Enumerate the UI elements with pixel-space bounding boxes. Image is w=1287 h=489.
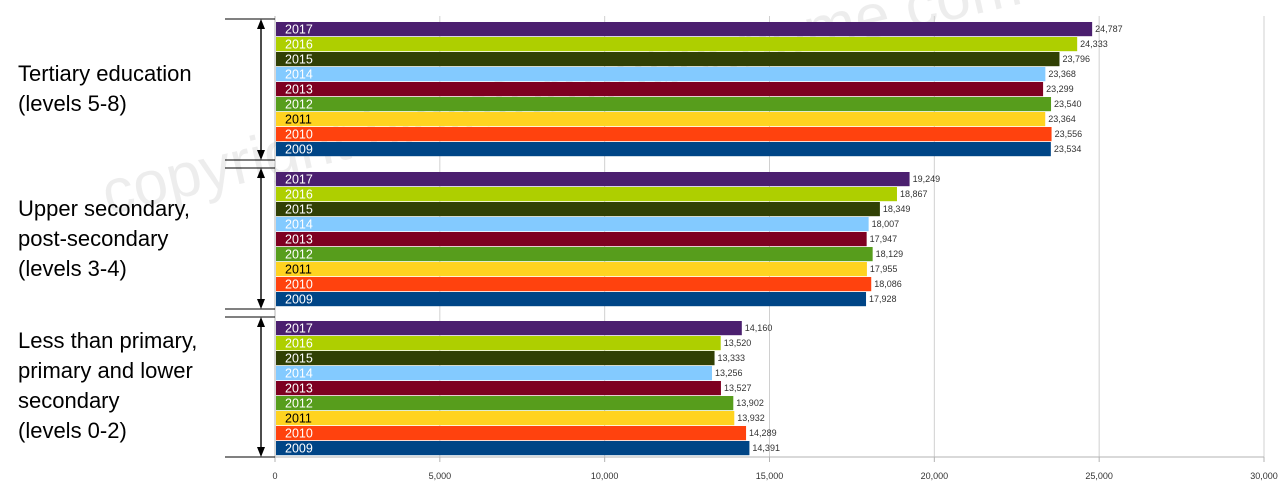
data-label: 23,540: [1054, 99, 1082, 109]
bar-year-label: 2013: [285, 382, 313, 396]
bar-year-label: 2009: [285, 442, 313, 456]
x-tick-label: 20,000: [921, 471, 949, 481]
bar-year-label: 2009: [285, 143, 313, 157]
bar: [276, 411, 735, 426]
data-label: 24,787: [1095, 24, 1123, 34]
data-label: 17,947: [870, 234, 898, 244]
data-label: 18,129: [876, 249, 904, 259]
group-label: Upper secondary, post-secondary (levels …: [18, 196, 191, 281]
bar-year-label: 2014: [285, 218, 313, 232]
bar: [276, 22, 1093, 37]
bar: [276, 292, 867, 307]
x-tick-label: 5,000: [429, 471, 452, 481]
bar-year-label: 2010: [285, 278, 313, 292]
bar-year-label: 2016: [285, 38, 313, 52]
bar-year-label: 2011: [285, 113, 312, 127]
data-label: 23,796: [1062, 54, 1090, 64]
bar: [276, 52, 1060, 67]
bar-year-label: 2012: [285, 397, 313, 411]
data-label: 18,086: [874, 279, 902, 289]
bar: [276, 381, 721, 396]
bar-year-label: 2009: [285, 293, 313, 307]
bar-year-label: 2016: [285, 188, 313, 202]
bar-year-label: 2013: [285, 83, 313, 97]
bar: [276, 67, 1046, 82]
data-label: 23,299: [1046, 84, 1074, 94]
x-tick-label: 25,000: [1085, 471, 1113, 481]
bar: [276, 441, 750, 456]
bar-year-label: 2017: [285, 23, 313, 37]
group-label: Tertiary education (levels 5-8): [18, 61, 192, 116]
data-label: 23,556: [1055, 129, 1083, 139]
bar: [276, 187, 897, 202]
bar: [276, 351, 715, 366]
data-label: 13,932: [737, 413, 765, 423]
bar-year-label: 2016: [285, 337, 313, 351]
bar: [276, 142, 1051, 157]
bar: [276, 262, 867, 277]
bar: [276, 97, 1052, 112]
arrow-down-icon: [257, 299, 265, 309]
data-label: 14,160: [745, 323, 773, 333]
data-label: 17,955: [870, 264, 898, 274]
bar-year-label: 2011: [285, 263, 312, 277]
data-label: 17,928: [869, 294, 897, 304]
x-tick-label: 15,000: [756, 471, 784, 481]
data-label: 13,520: [724, 338, 752, 348]
arrow-down-icon: [257, 150, 265, 160]
data-label: 19,249: [913, 174, 941, 184]
data-label: 18,007: [872, 219, 900, 229]
bar-year-label: 2017: [285, 322, 313, 336]
bar: [276, 336, 721, 351]
bar-year-label: 2012: [285, 248, 313, 262]
data-label: 13,527: [724, 383, 752, 393]
data-label: 23,534: [1054, 144, 1082, 154]
arrow-up-icon: [257, 19, 265, 29]
bar: [276, 37, 1078, 52]
x-tick-label: 0: [272, 471, 277, 481]
data-label: 13,902: [736, 398, 764, 408]
bar: [276, 217, 869, 232]
arrow-up-icon: [257, 317, 265, 327]
bar-year-label: 2017: [285, 173, 313, 187]
bar: [276, 232, 867, 247]
group-label: Less than primary, primary and lower sec…: [18, 328, 198, 443]
bar-year-label: 2014: [285, 68, 313, 82]
arrow-up-icon: [257, 168, 265, 178]
data-label: 14,289: [749, 428, 777, 438]
data-label: 13,256: [715, 368, 743, 378]
data-label: 13,333: [718, 353, 746, 363]
bar: [276, 172, 910, 187]
data-label: 18,349: [883, 204, 911, 214]
data-label: 18,867: [900, 189, 928, 199]
x-tick-label: 30,000: [1250, 471, 1278, 481]
arrow-down-icon: [257, 447, 265, 457]
bar-year-label: 2015: [285, 352, 313, 366]
bar: [276, 277, 872, 292]
bar: [276, 112, 1046, 127]
bar: [276, 82, 1044, 97]
bar: [276, 321, 742, 336]
bar: [276, 247, 873, 262]
bar-year-label: 2015: [285, 53, 313, 67]
bar: [276, 366, 713, 381]
bar-year-label: 2010: [285, 128, 313, 142]
bar-year-label: 2014: [285, 367, 313, 381]
data-label: 14,391: [752, 443, 780, 453]
data-label: 23,364: [1048, 114, 1076, 124]
data-label: 24,333: [1080, 39, 1108, 49]
x-tick-label: 10,000: [591, 471, 619, 481]
bar: [276, 127, 1052, 142]
bar: [276, 396, 734, 411]
bar: [276, 202, 880, 217]
bar-year-label: 2013: [285, 233, 313, 247]
bar-year-label: 2011: [285, 412, 312, 426]
bar-year-label: 2010: [285, 427, 313, 441]
bar-year-label: 2012: [285, 98, 313, 112]
bar: [276, 426, 747, 441]
data-label: 23,368: [1048, 69, 1076, 79]
bar-year-label: 2015: [285, 203, 313, 217]
